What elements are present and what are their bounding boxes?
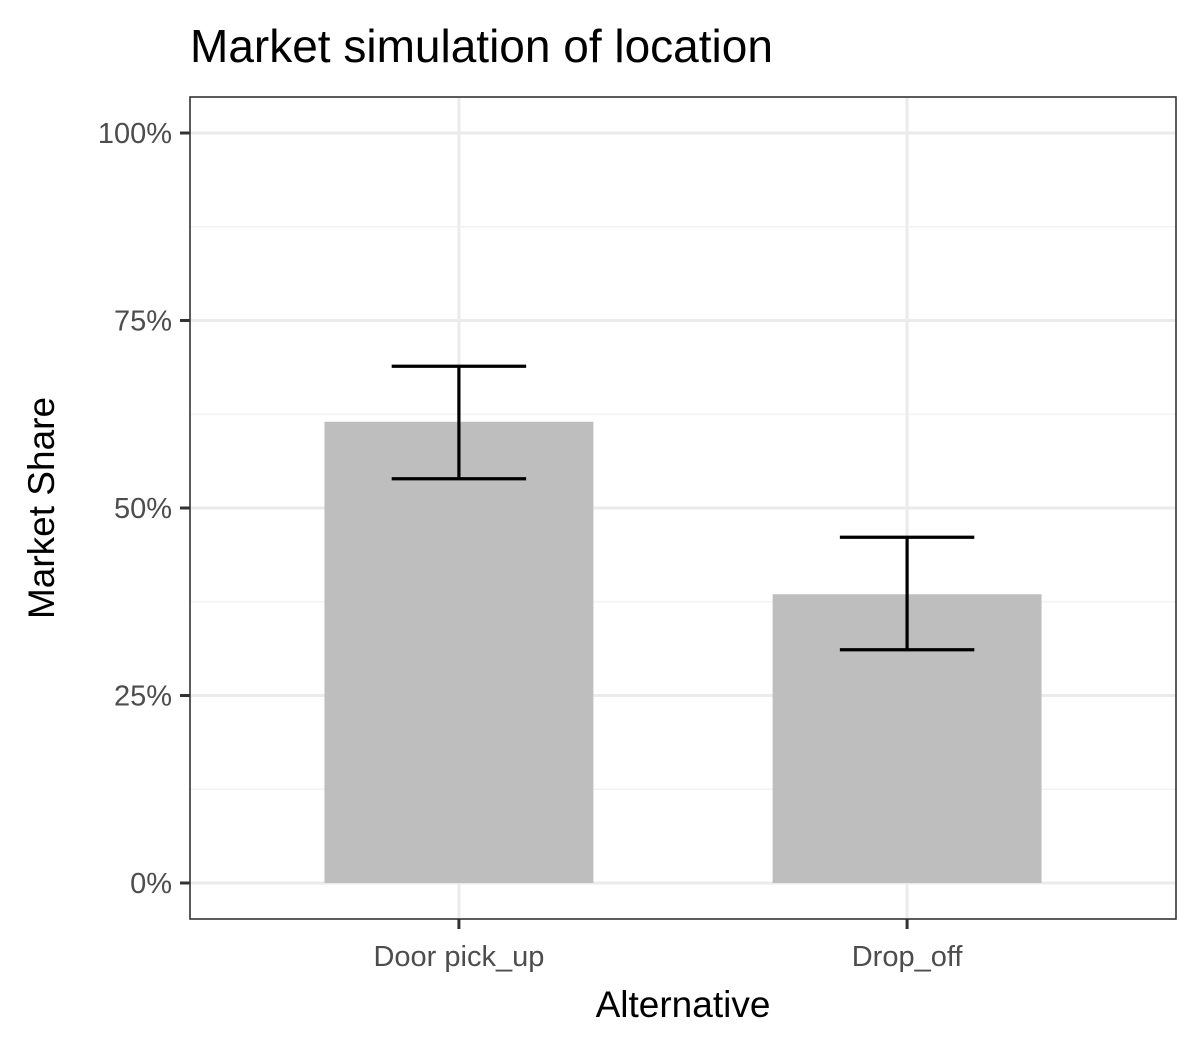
bar (324, 421, 594, 883)
y-tick-label: 0% (130, 868, 172, 900)
error-bars (391, 364, 975, 652)
y-axis-title: Market Share (21, 397, 62, 619)
y-tick-label: 75% (114, 306, 172, 338)
error-bar (391, 364, 527, 481)
x-tick-label: Drop_off (852, 941, 964, 973)
x-axis-title: Alternative (596, 984, 771, 1025)
axes: 0% 25% 50% 75% 100% Door pick_up Drop_off (98, 118, 964, 973)
error-bar (839, 535, 975, 652)
chart-title: Market simulation of location (190, 20, 773, 72)
x-tick-label: Door pick_up (373, 941, 544, 973)
y-tick-label: 100% (98, 118, 172, 150)
y-tick-label: 50% (114, 493, 172, 525)
y-tick-label: 25% (114, 681, 172, 713)
bars (324, 421, 1042, 883)
